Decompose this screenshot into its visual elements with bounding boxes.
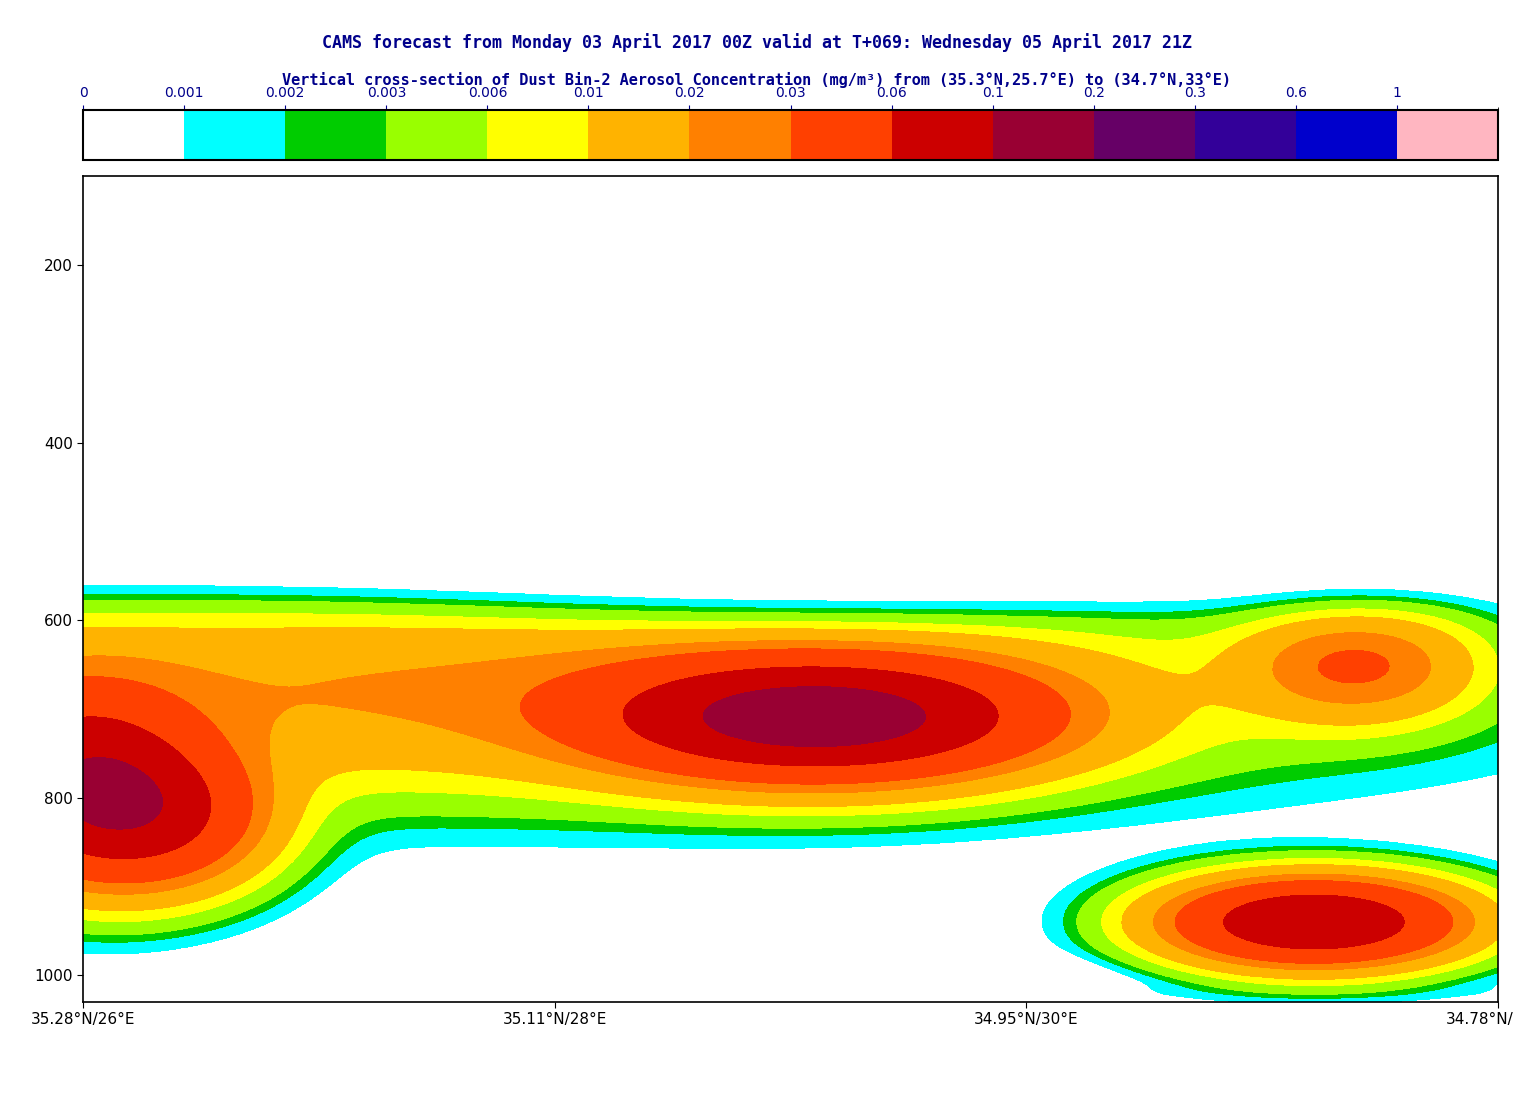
Text: Vertical cross-section of Dust Bin-2 Aerosol Concentration (mg/m³) from (35.3°N,: Vertical cross-section of Dust Bin-2 Aer… bbox=[281, 72, 1232, 88]
Text: CAMS forecast from Monday 03 April 2017 00Z valid at T+069: Wednesday 05 April 2: CAMS forecast from Monday 03 April 2017 … bbox=[321, 33, 1192, 52]
